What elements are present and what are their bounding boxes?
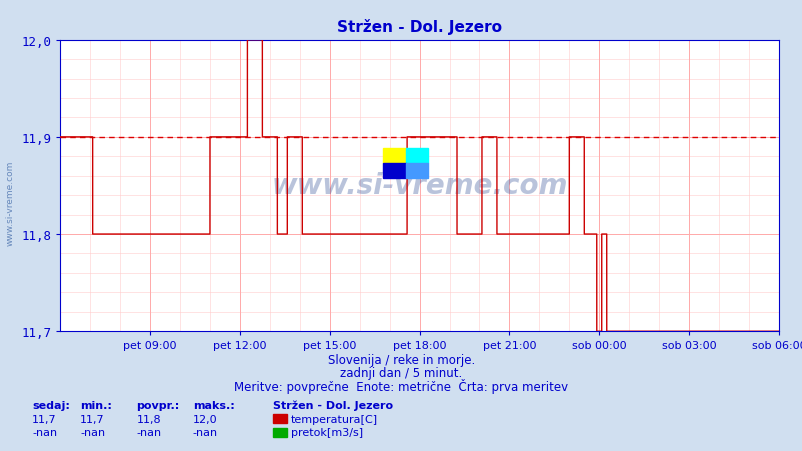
Text: 11,7: 11,7 — [32, 414, 57, 423]
Text: Stržen - Dol. Jezero: Stržen - Dol. Jezero — [273, 400, 393, 410]
Title: Stržen - Dol. Jezero: Stržen - Dol. Jezero — [337, 19, 501, 35]
Text: pretok[m3/s]: pretok[m3/s] — [290, 427, 363, 437]
Text: povpr.:: povpr.: — [136, 400, 180, 410]
Text: www.si-vreme.com: www.si-vreme.com — [5, 161, 14, 245]
Text: -nan: -nan — [136, 427, 161, 437]
Text: -nan: -nan — [32, 427, 57, 437]
Text: 11,7: 11,7 — [80, 414, 105, 423]
Text: maks.:: maks.: — [192, 400, 234, 410]
Text: www.si-vreme.com: www.si-vreme.com — [271, 172, 567, 200]
Text: min.:: min.: — [80, 400, 112, 410]
Text: Slovenija / reke in morje.: Slovenija / reke in morje. — [327, 353, 475, 366]
Text: zadnji dan / 5 minut.: zadnji dan / 5 minut. — [340, 367, 462, 380]
Text: -nan: -nan — [192, 427, 217, 437]
Text: temperatura[C]: temperatura[C] — [290, 414, 377, 423]
Text: -nan: -nan — [80, 427, 105, 437]
Text: 12,0: 12,0 — [192, 414, 217, 423]
Text: Meritve: povprečne  Enote: metrične  Črta: prva meritev: Meritve: povprečne Enote: metrične Črta:… — [234, 378, 568, 393]
Text: 11,8: 11,8 — [136, 414, 161, 423]
Text: sedaj:: sedaj: — [32, 400, 70, 410]
